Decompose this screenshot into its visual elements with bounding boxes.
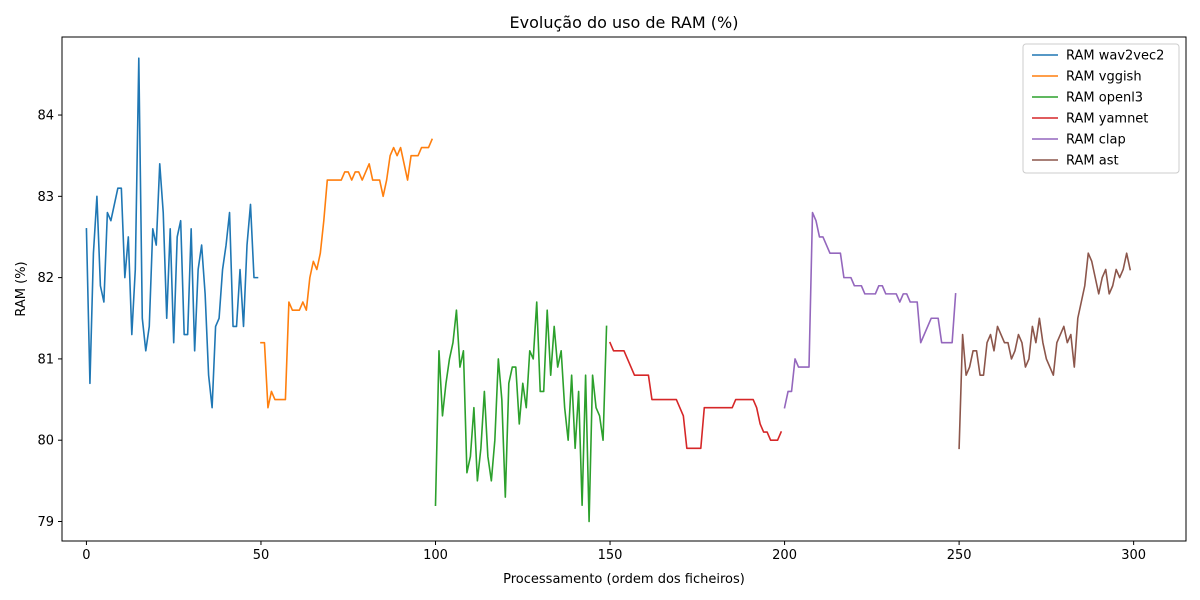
y-tick-label: 83 (37, 190, 54, 205)
x-tick-label: 150 (598, 548, 623, 563)
x-tick-label: 50 (253, 548, 270, 563)
y-tick-label: 81 (37, 352, 54, 367)
x-tick-label: 300 (1121, 548, 1146, 563)
series-line-2 (260, 138, 434, 409)
series-line-3 (434, 301, 608, 523)
legend-label-4: RAM yamnet (1066, 112, 1148, 127)
legend-label-6: RAM ast (1066, 154, 1119, 169)
y-tick-label: 79 (37, 515, 54, 530)
y-axis-label: RAM (%) (14, 261, 29, 316)
y-tick-label: 84 (37, 109, 54, 124)
legend-label-2: RAM vggish (1066, 70, 1142, 85)
x-tick-label: 250 (947, 548, 972, 563)
series-line-5 (783, 211, 957, 409)
legend-box (1022, 43, 1180, 174)
series-line-1 (85, 57, 259, 409)
legend-label-1: RAM wav2vec2 (1066, 49, 1164, 64)
legend-label-3: RAM openl3 (1066, 91, 1143, 106)
x-tick-label: 0 (82, 548, 90, 563)
x-tick-label: 100 (423, 548, 448, 563)
series-layer (85, 57, 1132, 523)
legend-label-5: RAM clap (1066, 133, 1126, 148)
plot-frame (61, 36, 1187, 542)
y-tick-label: 82 (37, 271, 54, 286)
chart-title: Evolução do uso de RAM (%) (510, 13, 739, 32)
x-axis-label: Processamento (ordem dos ficheiros) (503, 572, 745, 587)
series-line-4 (608, 341, 783, 450)
legend-items: RAM wav2vec2 RAM vggish RAM openl3 RAM yamn… (1032, 49, 1164, 169)
x-ticks: 0 50 100 150 200 250 300 (82, 541, 1146, 563)
series-line-6 (958, 252, 1132, 450)
y-ticks: 79 80 81 82 83 84 (37, 109, 62, 530)
y-tick-label: 80 (37, 434, 54, 449)
x-tick-label: 200 (772, 548, 797, 563)
legend: RAM wav2vec2 RAM vggish RAM openl3 RAM yamn… (1022, 43, 1180, 174)
